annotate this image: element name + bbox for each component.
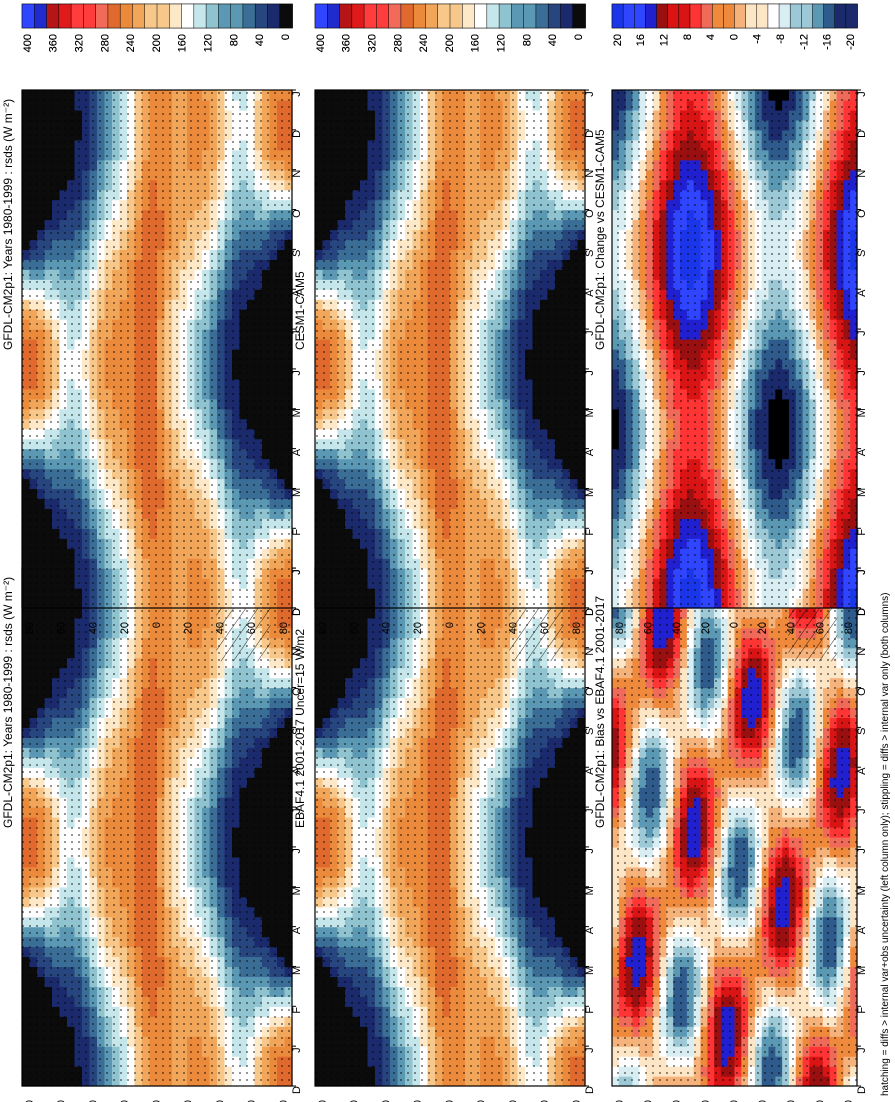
colorbar-swatch: [144, 3, 158, 29]
x-tick-label: J: [291, 91, 303, 97]
x-tick-label: J: [291, 808, 303, 814]
x-tick-label: F: [291, 1007, 303, 1014]
colorbar-tick-label: 280: [99, 34, 111, 52]
colorbar: 400 360 320 280 240 200 160 120 80 40 0: [21, 3, 293, 52]
colorbar-swatch: [58, 3, 72, 29]
colorbar-swatch: [156, 3, 171, 29]
x-tick-label: J: [291, 1047, 303, 1053]
x-tick-label: M: [291, 488, 303, 497]
y-tick-label: 40: [214, 1100, 226, 1102]
colorbar-swatch: [70, 3, 85, 29]
y-tick-label: 20: [183, 1100, 195, 1102]
colorbar-swatch: [95, 3, 109, 29]
x-tick-label: J: [291, 848, 303, 854]
panel-title: GFDL-CM2p1: Years 1980-1999 : rsds (W m⁻…: [1, 99, 15, 350]
x-tick-label: N: [291, 170, 303, 178]
y-tick-label: 40: [87, 1100, 99, 1102]
colorbar-tick-label: 200: [151, 34, 163, 52]
colorbar-swatch: [46, 3, 60, 29]
colorbar-swatch: [230, 3, 244, 29]
colorbar-swatch: [242, 3, 256, 29]
colorbar-tick-label: 400: [22, 34, 34, 52]
colorbar-tick-label: 400: [22, 34, 34, 52]
y-tick-label: 0: [151, 1100, 163, 1102]
y-tick-label: 60: [56, 1100, 68, 1102]
panel-1: DJFMAMJJASONDJ80604020020406080GFDL-CM2p…: [1, 3, 303, 1102]
y-tick-label: 80: [24, 622, 36, 634]
stippling-overlay: [22, 90, 292, 608]
colorbar-swatch: [34, 3, 48, 29]
colorbar-swatch: [205, 3, 220, 29]
colorbar-tick-label: 320: [74, 34, 86, 52]
colorbar-tick-label: 80: [228, 34, 240, 46]
y-tick-label: 20: [119, 1100, 131, 1102]
colorbar-tick-label: 160: [177, 34, 189, 52]
colorbar-swatch: [267, 3, 281, 29]
x-tick-label: O: [291, 209, 303, 218]
colorbar-tick-label: 40: [254, 34, 266, 46]
colorbar-swatch: [132, 3, 146, 29]
colorbar-tick-label: 360: [48, 34, 60, 52]
x-tick-label: J: [291, 569, 303, 575]
x-tick-label: J: [291, 370, 303, 376]
x-tick-label: S: [291, 728, 303, 735]
colorbar-swatch: [83, 3, 97, 29]
x-tick-label: A: [291, 767, 303, 775]
y-tick-label: 20: [119, 622, 131, 634]
x-tick-label: A: [291, 926, 303, 934]
colorbar-tick-label: 120: [203, 34, 215, 52]
colorbar-tick-label: 40: [254, 34, 266, 46]
y-tick-label: 80: [278, 1100, 290, 1102]
colorbar-tick-label: 80: [228, 34, 240, 46]
x-tick-label: J: [291, 569, 303, 575]
colorbar-tick-label: 200: [151, 34, 163, 52]
y-tick-label: 60: [246, 622, 258, 634]
colorbar-tick-label: 320: [74, 34, 86, 52]
colorbar-tick-label: 0: [280, 34, 292, 40]
y-tick-label: 0: [151, 622, 163, 628]
panel-title: GFDL-CM2p1: Years 1980-1999 : rsds (W m⁻…: [1, 577, 15, 828]
colorbar-tick-label: 240: [125, 34, 137, 52]
y-tick-label: 20: [183, 622, 195, 634]
colorbar-tick-label: 0: [280, 34, 292, 40]
x-tick-label: D: [291, 608, 303, 616]
colorbar-tick-label: 160: [177, 34, 189, 52]
x-tick-label: M: [291, 886, 303, 895]
x-tick-label: N: [291, 648, 303, 656]
colorbar-swatch: [21, 3, 36, 29]
y-tick-label: 80: [278, 622, 290, 634]
x-tick-label: D: [291, 130, 303, 138]
x-tick-label: M: [291, 966, 303, 975]
colorbar-tick-label: 360: [48, 34, 60, 52]
y-tick-label: 40: [87, 622, 99, 634]
y-tick-label: 40: [214, 622, 226, 634]
colorbar-tick-label: 280: [99, 34, 111, 52]
x-tick-label: A: [291, 448, 303, 456]
y-tick-label: 60: [246, 1100, 258, 1102]
colorbar-swatch: [119, 3, 134, 29]
colorbar-swatch: [181, 3, 195, 29]
colorbar-swatch: [107, 3, 121, 29]
colorbar-swatch: [218, 3, 232, 29]
x-tick-label: O: [291, 687, 303, 696]
colorbar-swatch: [169, 3, 183, 29]
colorbar-swatch: [193, 3, 207, 29]
x-tick-label: M: [291, 408, 303, 417]
colorbar-swatch: [254, 3, 269, 29]
colorbar-swatch: [279, 3, 293, 29]
x-tick-label: F: [291, 529, 303, 536]
colorbar-tick-label: 120: [203, 34, 215, 52]
x-tick-label: S: [291, 250, 303, 257]
x-tick-label: D: [291, 1086, 303, 1094]
y-tick-label: 80: [24, 1100, 36, 1102]
y-tick-label: 60: [56, 622, 68, 634]
x-tick-label: D: [291, 608, 303, 616]
colorbar-tick-label: 240: [125, 34, 137, 52]
